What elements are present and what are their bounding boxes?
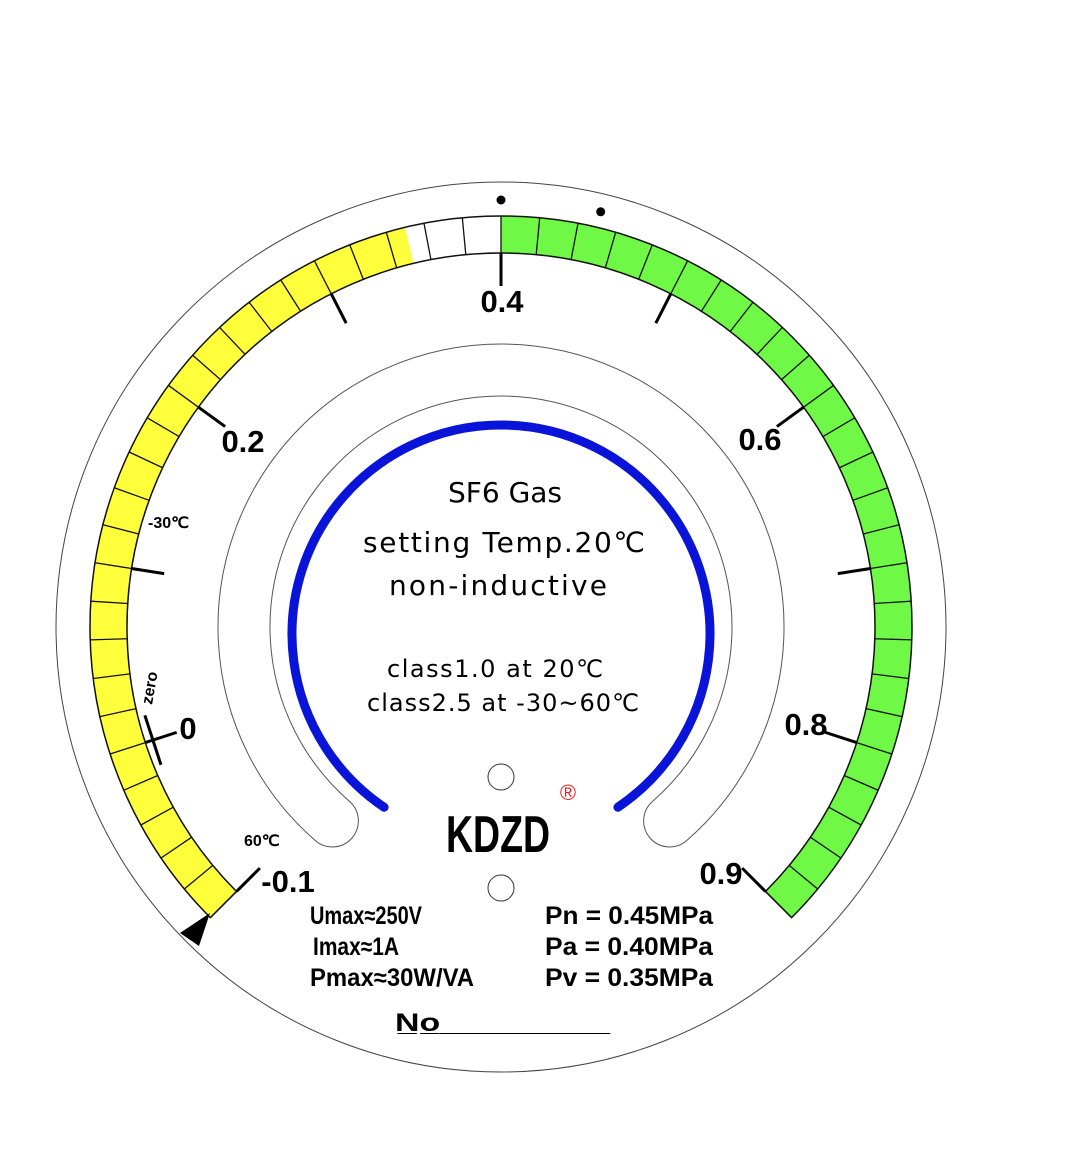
tick-label-0.4: 0.4 [480,284,524,319]
temp-low-label: -30℃ [148,515,189,532]
umax-spec: Umax≈250V [310,902,422,930]
pa-spec: Pa = 0.40MPa [545,933,714,961]
major-tick [741,867,767,893]
cell-divider [280,279,302,312]
pmax-spec: Pmax≈30W/VA [310,964,474,992]
scale-ticks [131,195,871,893]
cell-divider [248,301,273,332]
cell-divider [90,600,128,605]
major-tick [235,867,261,893]
cell-divider [109,741,146,755]
slot-outline [217,343,785,848]
mount-hole-bottom [487,874,515,902]
cell-divider [756,326,783,355]
cell-divider [874,638,912,641]
cell-divider [114,487,150,501]
tick-label-0: 0 [179,711,196,746]
cell-divider [123,774,159,791]
temp-high-label: 60℃ [244,833,280,850]
zone-2 [501,216,913,918]
tick-label-0.9: 0.9 [699,856,742,891]
class-20-text: class1.0 at 20℃ [387,655,603,683]
cell-divider [604,232,617,269]
cell-divider [870,562,908,570]
setpoint-dot [496,195,506,205]
gas-type-text: SF6 Gas [448,476,562,509]
cell-divider [93,673,131,680]
cell-divider [570,223,579,260]
tick-label-0.8: 0.8 [784,707,827,742]
cell-divider [781,354,810,381]
tick-label-minus-0.1: -0.1 [261,864,314,899]
scale-band [89,215,913,919]
cell-divider [128,451,163,469]
cell-divider [852,487,888,501]
cell-divider [729,301,754,332]
registered-mark-icon: ® [560,780,576,805]
pointer-triangle-icon [180,913,210,946]
cell-divider [160,836,193,859]
zero-crossbar [143,714,163,766]
zone-0 [90,227,414,918]
cell-divider [94,562,132,570]
serial-number-field: N̲o̲_________ [395,1009,611,1037]
cell-divider [461,217,467,255]
major-tick [131,567,165,576]
major-tick [654,293,673,324]
zero-label: zero [139,670,161,706]
cell-divider [863,524,900,535]
major-tick [837,567,871,576]
cell-divider [700,279,722,312]
brand-logo: KDZD [446,806,550,864]
pn-spec: Pn = 0.45MPa [545,902,714,930]
cell-divider [219,326,246,355]
cell-divider [788,864,819,890]
class-range-text: class2.5 at -30~60℃ [367,689,639,717]
cell-divider [90,638,128,641]
cell-divider [843,774,879,791]
cell-divider [102,524,139,535]
cell-divider [638,244,653,280]
major-tick [197,405,227,428]
setpoint-dot [596,207,606,217]
major-tick [329,293,348,324]
cell-divider [168,384,199,408]
cell-divider [803,384,834,408]
cell-divider [822,417,856,438]
cell-divider [423,223,432,260]
cell-divider [856,741,893,755]
cell-divider [839,451,874,469]
outer-rim [55,181,947,1073]
cell-divider [192,354,221,381]
cell-divider [140,806,174,826]
cell-divider [670,260,689,295]
cell-divider [874,600,912,605]
tick-label-0.2: 0.2 [221,424,264,459]
cell-divider [871,673,909,680]
cell-divider [535,217,541,255]
cell-divider [809,836,842,859]
tick-label-0.6: 0.6 [738,422,781,457]
setting-temp-text: setting Temp.20℃ [363,526,645,559]
major-tick [775,405,805,428]
imax-spec: Imax≈1A [313,933,399,961]
major-tick [824,730,858,744]
cell-divider [865,707,903,718]
cell-divider [99,707,137,718]
non-inductive-text: non-inductive [389,569,607,602]
cell-divider [385,232,398,269]
band-outline [89,215,913,919]
cell-divider [183,864,214,890]
blue-arc [287,420,715,812]
cell-divider [828,806,862,826]
pv-spec: Pv = 0.35MPa [545,964,714,992]
cell-divider [349,244,364,280]
cell-divider [313,260,332,295]
mount-hole-top [487,763,515,791]
major-tick [144,730,178,744]
cell-divider [146,417,180,438]
